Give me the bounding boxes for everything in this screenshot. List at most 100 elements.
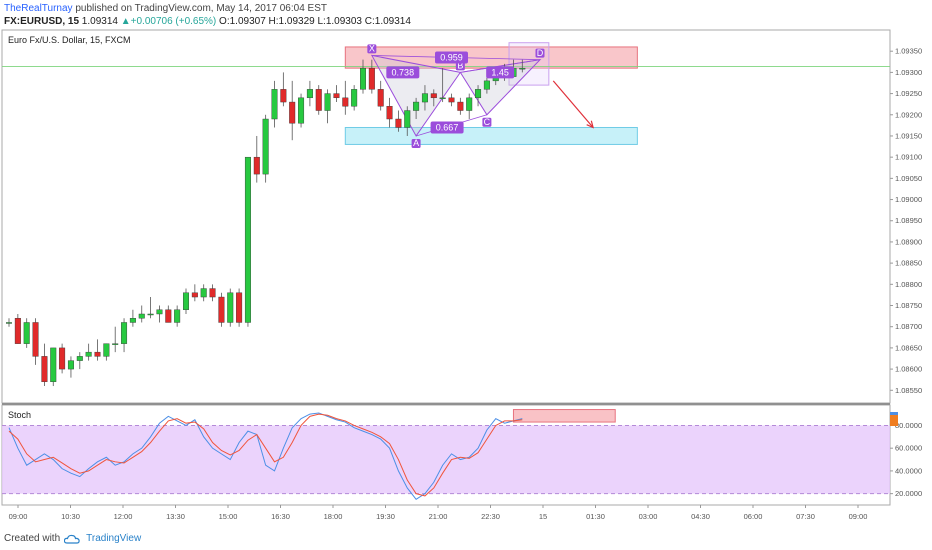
stoch-tick-label: 20.0000	[895, 489, 922, 498]
candle	[14, 313, 21, 344]
candle-body	[14, 318, 21, 344]
candle-body	[360, 67, 367, 90]
price-pane[interactable]: 1.09350 1.09300 1.09250 1.09200 1.09150 1.091…	[1, 29, 922, 405]
candle-body	[368, 67, 375, 90]
time-tick-label: 09:00	[9, 512, 28, 521]
candle-body	[85, 351, 92, 357]
projection-arrow-line	[552, 80, 594, 128]
time-tick-label: 21:00	[429, 512, 448, 521]
price-tick-label: 1.08700	[895, 322, 922, 331]
price-tick-label: 1.09150	[895, 131, 922, 140]
change-value: +0.00706 (+0.65%)	[130, 16, 217, 27]
candle-body	[67, 360, 74, 370]
candle-body	[413, 101, 420, 111]
candle	[262, 114, 269, 183]
author-link[interactable]: TheRealTurnay	[4, 3, 73, 14]
candle	[271, 80, 278, 128]
point-label: C	[484, 117, 491, 127]
candle	[182, 288, 189, 314]
point-label: B	[457, 61, 463, 71]
candle-body	[165, 309, 172, 323]
candle-body	[200, 288, 207, 298]
price-tick-label: 1.08850	[895, 259, 922, 268]
candle-body	[448, 97, 455, 103]
candle	[342, 80, 349, 115]
stoch-tick-label: 60.0000	[895, 444, 922, 453]
time-tick-label: 19:30	[376, 512, 395, 521]
candle	[377, 80, 384, 111]
candle	[200, 284, 207, 302]
candle	[209, 284, 216, 302]
price-tick-label: 1.09050	[895, 174, 922, 183]
candle	[439, 68, 446, 103]
candle	[23, 318, 30, 348]
price-tick-label: 1.09350	[895, 47, 922, 56]
created-with-text: Created with	[4, 533, 61, 544]
candle	[218, 292, 225, 327]
ratio-label-box	[486, 66, 515, 79]
candle	[519, 59, 526, 73]
candle-body	[439, 97, 446, 100]
low-label: L:	[317, 16, 326, 27]
stoch-red-zone	[512, 409, 616, 423]
candle	[430, 89, 437, 107]
tradingview-cloud-icon	[64, 534, 80, 544]
candle-body	[41, 356, 48, 383]
published-text: published on TradingView.com, May 14, 20…	[75, 3, 327, 14]
open-label: O:	[219, 16, 230, 27]
stoch-value-marker	[890, 412, 898, 426]
candle	[386, 97, 393, 128]
stoch-k-line	[8, 412, 523, 500]
time-tick-label: 16:30	[271, 512, 290, 521]
stoch-pane[interactable]: Stoch 80.0000 60.0000 40.0000 20.0000	[1, 404, 922, 506]
candle	[41, 343, 48, 387]
price-tick-label: 1.09100	[895, 153, 922, 162]
stoch-tick-label: 80.0000	[895, 421, 922, 430]
candle-body	[76, 356, 83, 361]
time-tick-label: 10:30	[61, 512, 80, 521]
publish-info: TheRealTurnay published on TradingView.c…	[4, 3, 327, 14]
candle	[112, 326, 119, 353]
time-tick-label: 01:30	[586, 512, 605, 521]
candle	[315, 85, 322, 115]
candle	[121, 318, 128, 353]
low-value: 1.09303	[325, 16, 362, 27]
candle-body	[112, 343, 119, 345]
candle	[360, 59, 367, 94]
symbol-label: FX:EURUSD, 15	[4, 16, 80, 27]
candle	[253, 135, 260, 183]
candle-body	[209, 288, 216, 298]
price-tick-label: 1.08950	[895, 216, 922, 225]
time-axis[interactable]: 09:00 10:30 12:00 13:30 15:00 16:30 18:00 19:30…	[9, 505, 868, 521]
open-value: 1.09307	[229, 16, 266, 27]
candle	[156, 305, 163, 323]
candle	[244, 156, 251, 327]
tradingview-brand[interactable]: TradingView	[86, 533, 142, 544]
candle-body	[404, 110, 411, 128]
time-tick-label: 18:00	[324, 512, 343, 521]
candle-body	[59, 347, 66, 370]
candle	[236, 288, 243, 327]
candle	[94, 339, 101, 361]
candle	[306, 80, 313, 107]
candle	[50, 347, 57, 387]
candle	[351, 85, 358, 111]
price-pane-frame	[1, 29, 891, 404]
candle	[280, 72, 287, 107]
candle-body	[298, 97, 305, 124]
ratio-label-box	[430, 121, 464, 134]
candle-body	[138, 313, 145, 319]
price-tick-label: 1.08900	[895, 237, 922, 246]
candle-body	[5, 322, 12, 324]
chart-title: Euro Fx/U.S. Dollar, 15, FXCM	[8, 35, 131, 45]
candle	[76, 352, 83, 370]
point-label-box	[535, 48, 545, 58]
candle-body	[103, 343, 110, 357]
ratio-label: 0.738	[392, 67, 415, 77]
candle-body	[280, 89, 287, 103]
time-tick-label: 03:00	[639, 512, 658, 521]
candle	[85, 343, 92, 361]
point-label: D	[537, 48, 544, 58]
candle-body	[253, 156, 260, 175]
